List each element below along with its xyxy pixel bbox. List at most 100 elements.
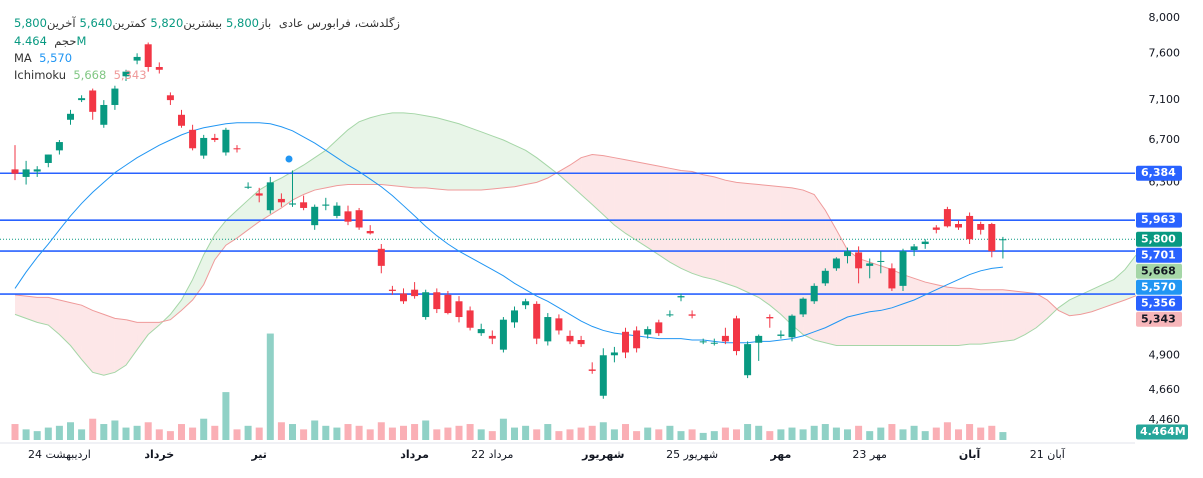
price-tag-label: 6,384: [1141, 166, 1176, 179]
volume-bar: [355, 425, 363, 440]
volume-bar: [411, 424, 419, 440]
candle-body: [955, 224, 962, 228]
volume-bar: [400, 425, 407, 440]
candle-body: [799, 298, 807, 315]
cloud: [936, 284, 948, 346]
volume-tag-label: 4.464M: [1140, 425, 1186, 438]
volume-bar: [511, 427, 518, 440]
candle-body: [533, 303, 541, 339]
y-tick-label: 4,460: [1149, 413, 1181, 426]
volume-bar: [555, 431, 563, 440]
candle-body: [610, 352, 618, 356]
price-tag-label: 5,963: [1141, 213, 1176, 226]
candle-body: [300, 202, 308, 208]
cloud: [681, 170, 693, 274]
candle-body: [766, 317, 774, 319]
volume-bar: [999, 432, 1007, 440]
cloud: [636, 161, 648, 248]
volume-bar: [78, 429, 86, 440]
volume-bar: [932, 427, 940, 440]
cloud: [114, 318, 126, 373]
price-tag-label: 5,570: [1141, 280, 1176, 293]
volume-bar: [233, 429, 241, 440]
quote-name: باز: [258, 16, 272, 30]
volume-bar: [444, 427, 452, 440]
volume-bar: [377, 422, 385, 440]
candle-body: [22, 169, 30, 177]
volume-bar: [844, 429, 851, 440]
volume-bar: [366, 429, 374, 440]
cloud: [359, 117, 371, 185]
legend-value: 4.464M: [14, 34, 87, 48]
candle-body: [155, 67, 163, 70]
candle-body: [67, 113, 74, 120]
candle-body: [988, 224, 996, 252]
price-tag: 5,800: [1136, 231, 1182, 247]
volume-bar: [755, 425, 763, 440]
candle-body: [111, 88, 119, 105]
candle-body: [422, 292, 430, 318]
cloud: [581, 154, 593, 205]
candle-body: [710, 342, 718, 344]
cloud: [547, 166, 559, 179]
price-tag: 5,963: [1136, 212, 1182, 228]
volume-bar: [633, 431, 641, 440]
volume-bar: [455, 425, 463, 440]
cloud: [570, 157, 582, 195]
cloud: [625, 159, 637, 241]
candle-body: [455, 301, 463, 318]
volume-bar: [721, 427, 729, 440]
cloud: [514, 145, 526, 187]
candle-body: [44, 154, 52, 163]
candle-body: [400, 293, 407, 302]
volume-bar: [533, 429, 541, 440]
cloud: [281, 171, 293, 208]
cloud: [669, 168, 681, 269]
volume-bar: [655, 429, 663, 440]
volume-bar: [433, 429, 441, 440]
cloud: [48, 297, 60, 335]
price-tag-box: [1136, 295, 1182, 311]
candle-body: [910, 246, 918, 251]
price-tag-box: [1136, 212, 1182, 228]
price-tag-box: [1136, 279, 1182, 295]
candle-body: [355, 210, 363, 228]
volume-bar: [955, 429, 962, 440]
volume-bar: [178, 424, 185, 440]
cloud: [603, 155, 615, 226]
candle-body: [266, 182, 274, 211]
candle-body: [78, 98, 86, 101]
cloud: [370, 114, 382, 185]
cloud: [725, 180, 737, 288]
volume-bar: [488, 431, 496, 440]
x-tick-label: خرداد: [144, 448, 174, 461]
volume-bar: [744, 424, 752, 440]
x-tick-label: مرداد: [400, 448, 429, 461]
candle-body: [322, 204, 330, 206]
volume-bar: [777, 429, 785, 440]
price-tag: 5,343: [1136, 311, 1182, 327]
y-tick-label: 8,000: [1149, 11, 1181, 24]
span-a-line: [14, 112, 1137, 376]
candle-body: [932, 227, 940, 230]
cloud: [70, 302, 82, 360]
candle-body: [666, 314, 674, 316]
volume-bar: [699, 432, 707, 440]
price-tag: 5,668: [1136, 263, 1182, 279]
volume-bar: [988, 425, 996, 440]
volume-bar: [166, 431, 174, 440]
cloud: [1014, 290, 1026, 340]
cloud: [647, 164, 659, 255]
volume-bar: [422, 420, 430, 440]
cloud: [137, 322, 149, 350]
candle-body: [366, 230, 374, 234]
candle-body: [211, 137, 219, 141]
candle-body: [289, 203, 296, 205]
volume-bar: [155, 429, 163, 440]
x-tick-label: 23 مهر: [852, 448, 887, 461]
volume-bar: [33, 431, 41, 440]
cloud: [758, 184, 770, 306]
candle-body: [699, 341, 707, 343]
